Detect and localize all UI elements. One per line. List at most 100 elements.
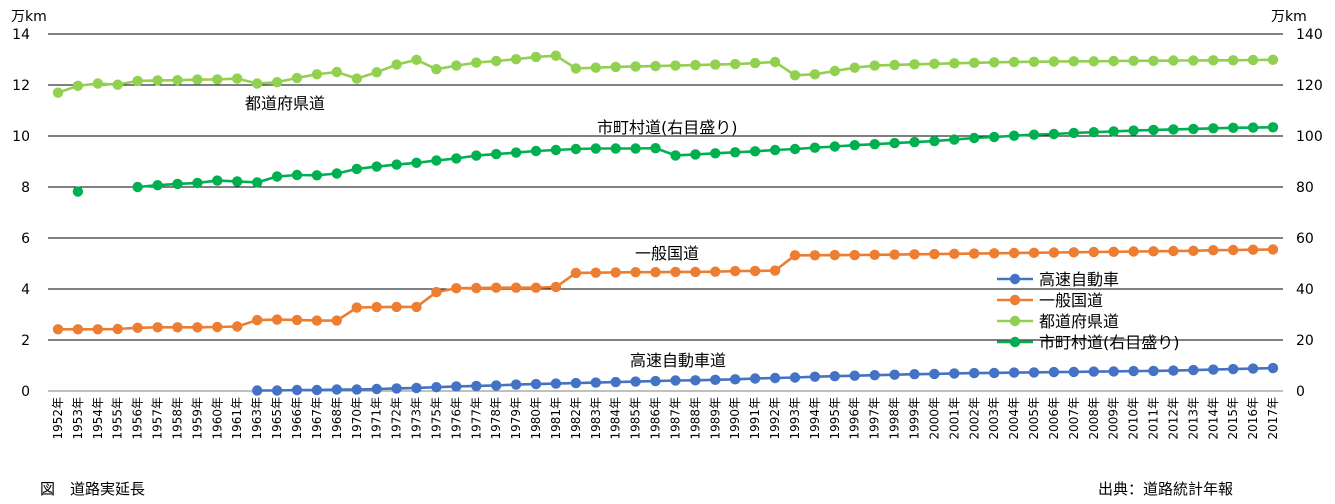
data-point	[1008, 367, 1020, 378]
data-point	[670, 60, 681, 71]
series-2	[52, 50, 1279, 98]
data-point	[1108, 55, 1119, 67]
x-tick-label: 1981年	[549, 397, 563, 440]
data-point	[1247, 122, 1259, 133]
data-point	[72, 186, 84, 197]
data-point	[1247, 244, 1259, 255]
data-point	[530, 51, 542, 63]
data-point	[311, 170, 323, 181]
legend-item: 市町村道(右目盛り)	[997, 333, 1180, 352]
data-point	[252, 385, 263, 396]
data-point	[650, 143, 661, 154]
data-point	[769, 372, 781, 384]
legend-marker	[1009, 294, 1021, 306]
data-point	[570, 143, 582, 155]
data-point	[311, 384, 323, 396]
data-point	[929, 368, 940, 380]
data-point	[710, 374, 721, 385]
data-point	[829, 249, 840, 261]
data-point	[1108, 126, 1119, 137]
x-tick-label: 2013年	[1186, 397, 1200, 440]
y-axis-right: 0 20 40 60 80 100 120 140	[1296, 27, 1323, 400]
data-point	[889, 59, 900, 71]
data-point	[1008, 56, 1020, 68]
data-point	[1068, 127, 1080, 139]
data-point	[849, 249, 860, 261]
x-tick-label: 1979年	[509, 397, 523, 440]
data-point	[690, 375, 701, 386]
data-point	[1267, 54, 1279, 65]
x-tick-label: 1976年	[449, 397, 463, 440]
data-point	[192, 74, 203, 85]
data-point	[949, 58, 960, 69]
x-tick-label: 1990年	[728, 397, 742, 440]
x-tick-label: 1955年	[111, 397, 125, 440]
x-tick-label: 1956年	[131, 397, 145, 440]
data-point	[232, 321, 243, 332]
x-tick-label: 2015年	[1226, 397, 1240, 440]
data-point	[590, 143, 601, 154]
data-point	[690, 149, 701, 160]
data-point	[510, 379, 522, 390]
x-tick-label: 2000年	[927, 397, 941, 440]
x-tick-label: 1961年	[230, 397, 244, 440]
data-point	[311, 69, 323, 80]
data-point	[1168, 245, 1179, 257]
data-point	[371, 301, 382, 313]
data-point	[550, 144, 562, 156]
data-point	[1267, 122, 1279, 133]
x-tick-label: 2010年	[1127, 397, 1141, 440]
x-tick-label: 2011年	[1147, 397, 1161, 440]
data-point	[491, 55, 502, 67]
data-point	[789, 70, 801, 81]
legend-item: 高速自動車	[997, 270, 1119, 289]
legend-label: 市町村道(右目盛り)	[1039, 333, 1180, 352]
data-point	[212, 321, 223, 333]
y-tick-right: 80	[1296, 180, 1314, 196]
data-point	[849, 62, 860, 73]
data-point	[471, 150, 482, 161]
data-point	[749, 373, 761, 384]
data-point	[1108, 246, 1119, 257]
data-point	[1008, 247, 1020, 259]
x-tick-label: 1988年	[688, 397, 702, 440]
y-tick-left: 6	[21, 231, 30, 247]
data-point	[909, 136, 920, 148]
data-point	[710, 266, 721, 277]
data-point	[730, 374, 741, 385]
data-point	[849, 370, 860, 381]
legend-marker	[1009, 315, 1021, 327]
data-point	[1148, 246, 1159, 257]
data-point	[949, 248, 960, 259]
data-point	[769, 265, 781, 276]
source-note: 出典：道路統計年報	[1098, 480, 1233, 498]
data-point	[530, 378, 542, 390]
data-point	[1088, 246, 1100, 258]
data-point	[431, 63, 442, 75]
data-point	[1208, 123, 1219, 134]
data-point	[351, 302, 362, 313]
data-point	[610, 376, 621, 388]
data-point	[789, 372, 801, 383]
x-tick-label: 1982年	[569, 397, 583, 440]
annotation-expressway: 高速自動車道	[630, 351, 726, 370]
x-tick-label: 2014年	[1206, 397, 1220, 440]
y-tick-left: 0	[21, 384, 30, 400]
data-point	[271, 77, 283, 88]
data-point	[1068, 56, 1080, 67]
data-point	[650, 60, 661, 72]
data-point	[929, 135, 940, 147]
data-point	[92, 324, 104, 335]
data-point	[630, 61, 641, 72]
data-point	[749, 146, 761, 157]
data-point	[829, 371, 840, 382]
x-tick-label: 2008年	[1087, 397, 1101, 440]
legend-item: 一般国道	[997, 291, 1103, 310]
x-tick-label: 2007年	[1067, 397, 1081, 440]
x-tick-label: 1985年	[629, 397, 643, 440]
data-point	[1208, 55, 1219, 66]
x-tick-label: 1994年	[808, 397, 822, 440]
x-tick-label: 1977年	[469, 397, 483, 440]
data-point	[1188, 245, 1199, 256]
